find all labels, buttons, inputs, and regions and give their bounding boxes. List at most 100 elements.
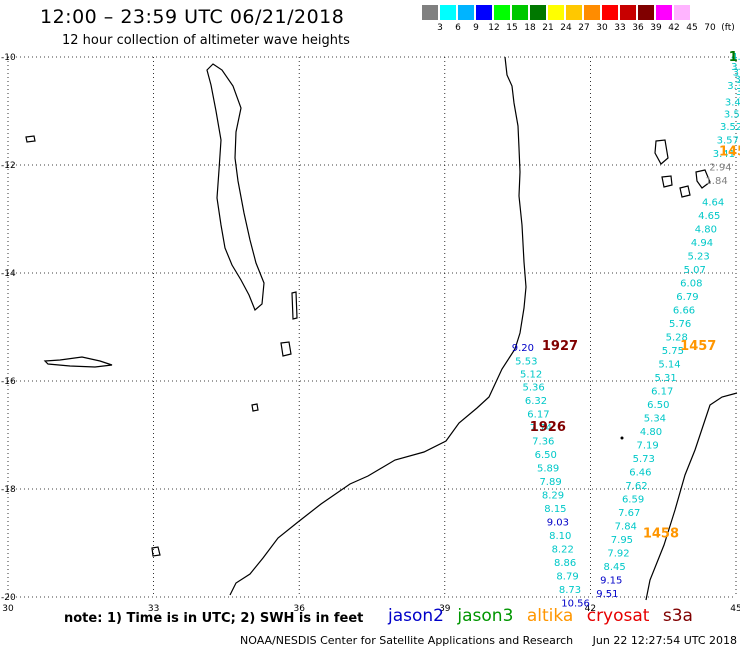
scale-label: 45 — [686, 23, 698, 33]
wave-height-value: 6.50 — [535, 450, 557, 461]
legend-jason2: jason2 — [388, 606, 444, 626]
lat-tick-label: -20 — [1, 593, 16, 603]
wave-height-value: 8.45 — [604, 562, 626, 573]
wave-height-value: 3.48 — [725, 97, 740, 108]
wave-height-value: 3.52 — [720, 122, 740, 133]
scale-label: 9 — [473, 23, 479, 33]
wave-height-value: 5.14 — [658, 360, 680, 371]
wave-height-value: 5.28 — [666, 333, 688, 344]
wave-height-value: 7.95 — [611, 535, 633, 546]
scale-label: 24 — [560, 23, 572, 33]
lake-cahora-bassa — [43, 356, 113, 368]
island-small-2 — [661, 175, 673, 188]
wave-height-value: 6.46 — [629, 468, 651, 479]
wave-height-value: 8.79 — [556, 571, 578, 582]
wave-height-value: 1.84 — [705, 176, 727, 187]
scale-swatch — [620, 5, 636, 20]
wave-height-value: 4.00 — [731, 52, 740, 63]
map-title: 12:00 – 23:59 UTC 06/21/2018 — [40, 6, 345, 28]
scale-swatch — [512, 5, 528, 20]
pass-time-label: 1458 — [643, 526, 679, 541]
lat-tick-label: -18 — [1, 485, 16, 495]
wave-height-value: 3.87 — [731, 62, 740, 73]
footer: NOAA/NESDIS Center for Satellite Applica… — [240, 634, 737, 647]
scale-swatch — [458, 5, 474, 20]
wave-height-value: 6.08 — [680, 279, 702, 290]
wave-height-value: 3.37 — [727, 81, 740, 92]
comoros-island-3 — [679, 185, 691, 198]
map-subtitle: 12 hour collection of altimeter wave hei… — [62, 33, 350, 48]
scale-swatch — [566, 5, 582, 20]
lat-lon-grid — [7, 56, 737, 598]
wave-height-value: 5.07 — [684, 265, 706, 276]
lon-tick-label: 30 — [2, 604, 14, 614]
wave-height-value: 6.79 — [676, 292, 698, 303]
legend-altika: altika — [526, 606, 574, 626]
wave-height-value: 5.23 — [687, 252, 709, 263]
coastline-africa — [229, 56, 527, 596]
lon-tick-label: 42 — [585, 604, 596, 614]
lon-tick-label: 45 — [730, 604, 740, 614]
scale-swatch — [638, 5, 654, 20]
scale-label: 21 — [542, 23, 554, 33]
scale-label: 33 — [614, 23, 626, 33]
wave-height-value: 5.12 — [520, 369, 542, 380]
wave-height-value: 7.92 — [607, 549, 629, 560]
pass-time-label: 1927 — [542, 339, 578, 354]
wave-height-value: 5.53 — [515, 356, 537, 367]
wave-height-value: 7.74 — [530, 423, 552, 434]
scale-label: 3 — [437, 23, 443, 33]
wave-height-value: 8.86 — [554, 558, 576, 569]
wave-height-value: 3.50 — [724, 110, 740, 121]
wave-height-value: 4.65 — [698, 211, 720, 222]
wave-height-values: 9.20 5.53 5.12 5.36 6.32 6.17 7.74 7.36 6.50 5.89… — [512, 52, 740, 609]
scale-swatch — [422, 5, 438, 20]
scale-label: 70 — [704, 23, 716, 33]
wave-height-value: 7.62 — [625, 481, 647, 492]
legend-jason3: jason3 — [457, 606, 514, 626]
scale-label: 30 — [596, 23, 608, 33]
satellite-legend: jason2 jason3 altika cryosat s3a — [388, 606, 701, 626]
wave-height-value: 8.15 — [544, 504, 566, 515]
scale-unit: (ft) — [721, 23, 735, 33]
wave-height-value: 3.73 — [733, 68, 740, 79]
lake-malawi — [206, 63, 265, 312]
lat-tick-label: -12 — [1, 161, 16, 171]
wave-height-value: 3.41 — [713, 149, 735, 160]
pass-time-labels: 1927 1926 1457 1458 145 1 — [530, 50, 740, 541]
wave-height-value: 5.34 — [644, 414, 666, 425]
coastline — [25, 56, 738, 601]
scale-swatch — [602, 5, 618, 20]
wave-height-value: 7.67 — [618, 508, 640, 519]
wave-height-value: 8.29 — [542, 490, 564, 501]
credit-text: NOAA/NESDIS Center for Satellite Applica… — [240, 634, 574, 647]
scale-swatch — [584, 5, 600, 20]
wave-height-value: 5.76 — [669, 319, 691, 330]
pass-time-label: 145 — [719, 145, 740, 160]
island-small-1 — [280, 341, 292, 357]
wave-height-value: 6.66 — [673, 306, 695, 317]
islet-2 — [151, 546, 161, 557]
comoros-island-2 — [695, 169, 711, 189]
pass-time-label: 1457 — [680, 339, 716, 354]
axis-ticks: 30 33 36 39 42 45 -10 -12 -14 -16 -18 -20 — [1, 53, 740, 614]
lon-tick-label: 33 — [148, 604, 159, 614]
wave-height-value: 9.15 — [600, 576, 622, 587]
scale-swatch — [656, 5, 672, 20]
coastline-madagascar — [645, 392, 738, 601]
legend-cryosat: cryosat — [586, 606, 650, 626]
scale-swatch — [494, 5, 510, 20]
scale-label: 15 — [506, 23, 518, 33]
wave-height-value: 7.84 — [615, 522, 637, 533]
wave-height-value: 3.06 — [738, 96, 740, 107]
wave-height-value: 7.19 — [637, 441, 659, 452]
wave-height-value: 7.36 — [532, 436, 554, 447]
wave-height-value: 3.08 — [736, 87, 740, 98]
wave-height-value: 4.80 — [640, 427, 662, 438]
pass-time-label: 1926 — [530, 420, 566, 435]
scale-label: 39 — [650, 23, 662, 33]
scale-swatch — [440, 5, 456, 20]
islet-4 — [291, 291, 298, 320]
wave-height-value: 6.50 — [647, 400, 669, 411]
